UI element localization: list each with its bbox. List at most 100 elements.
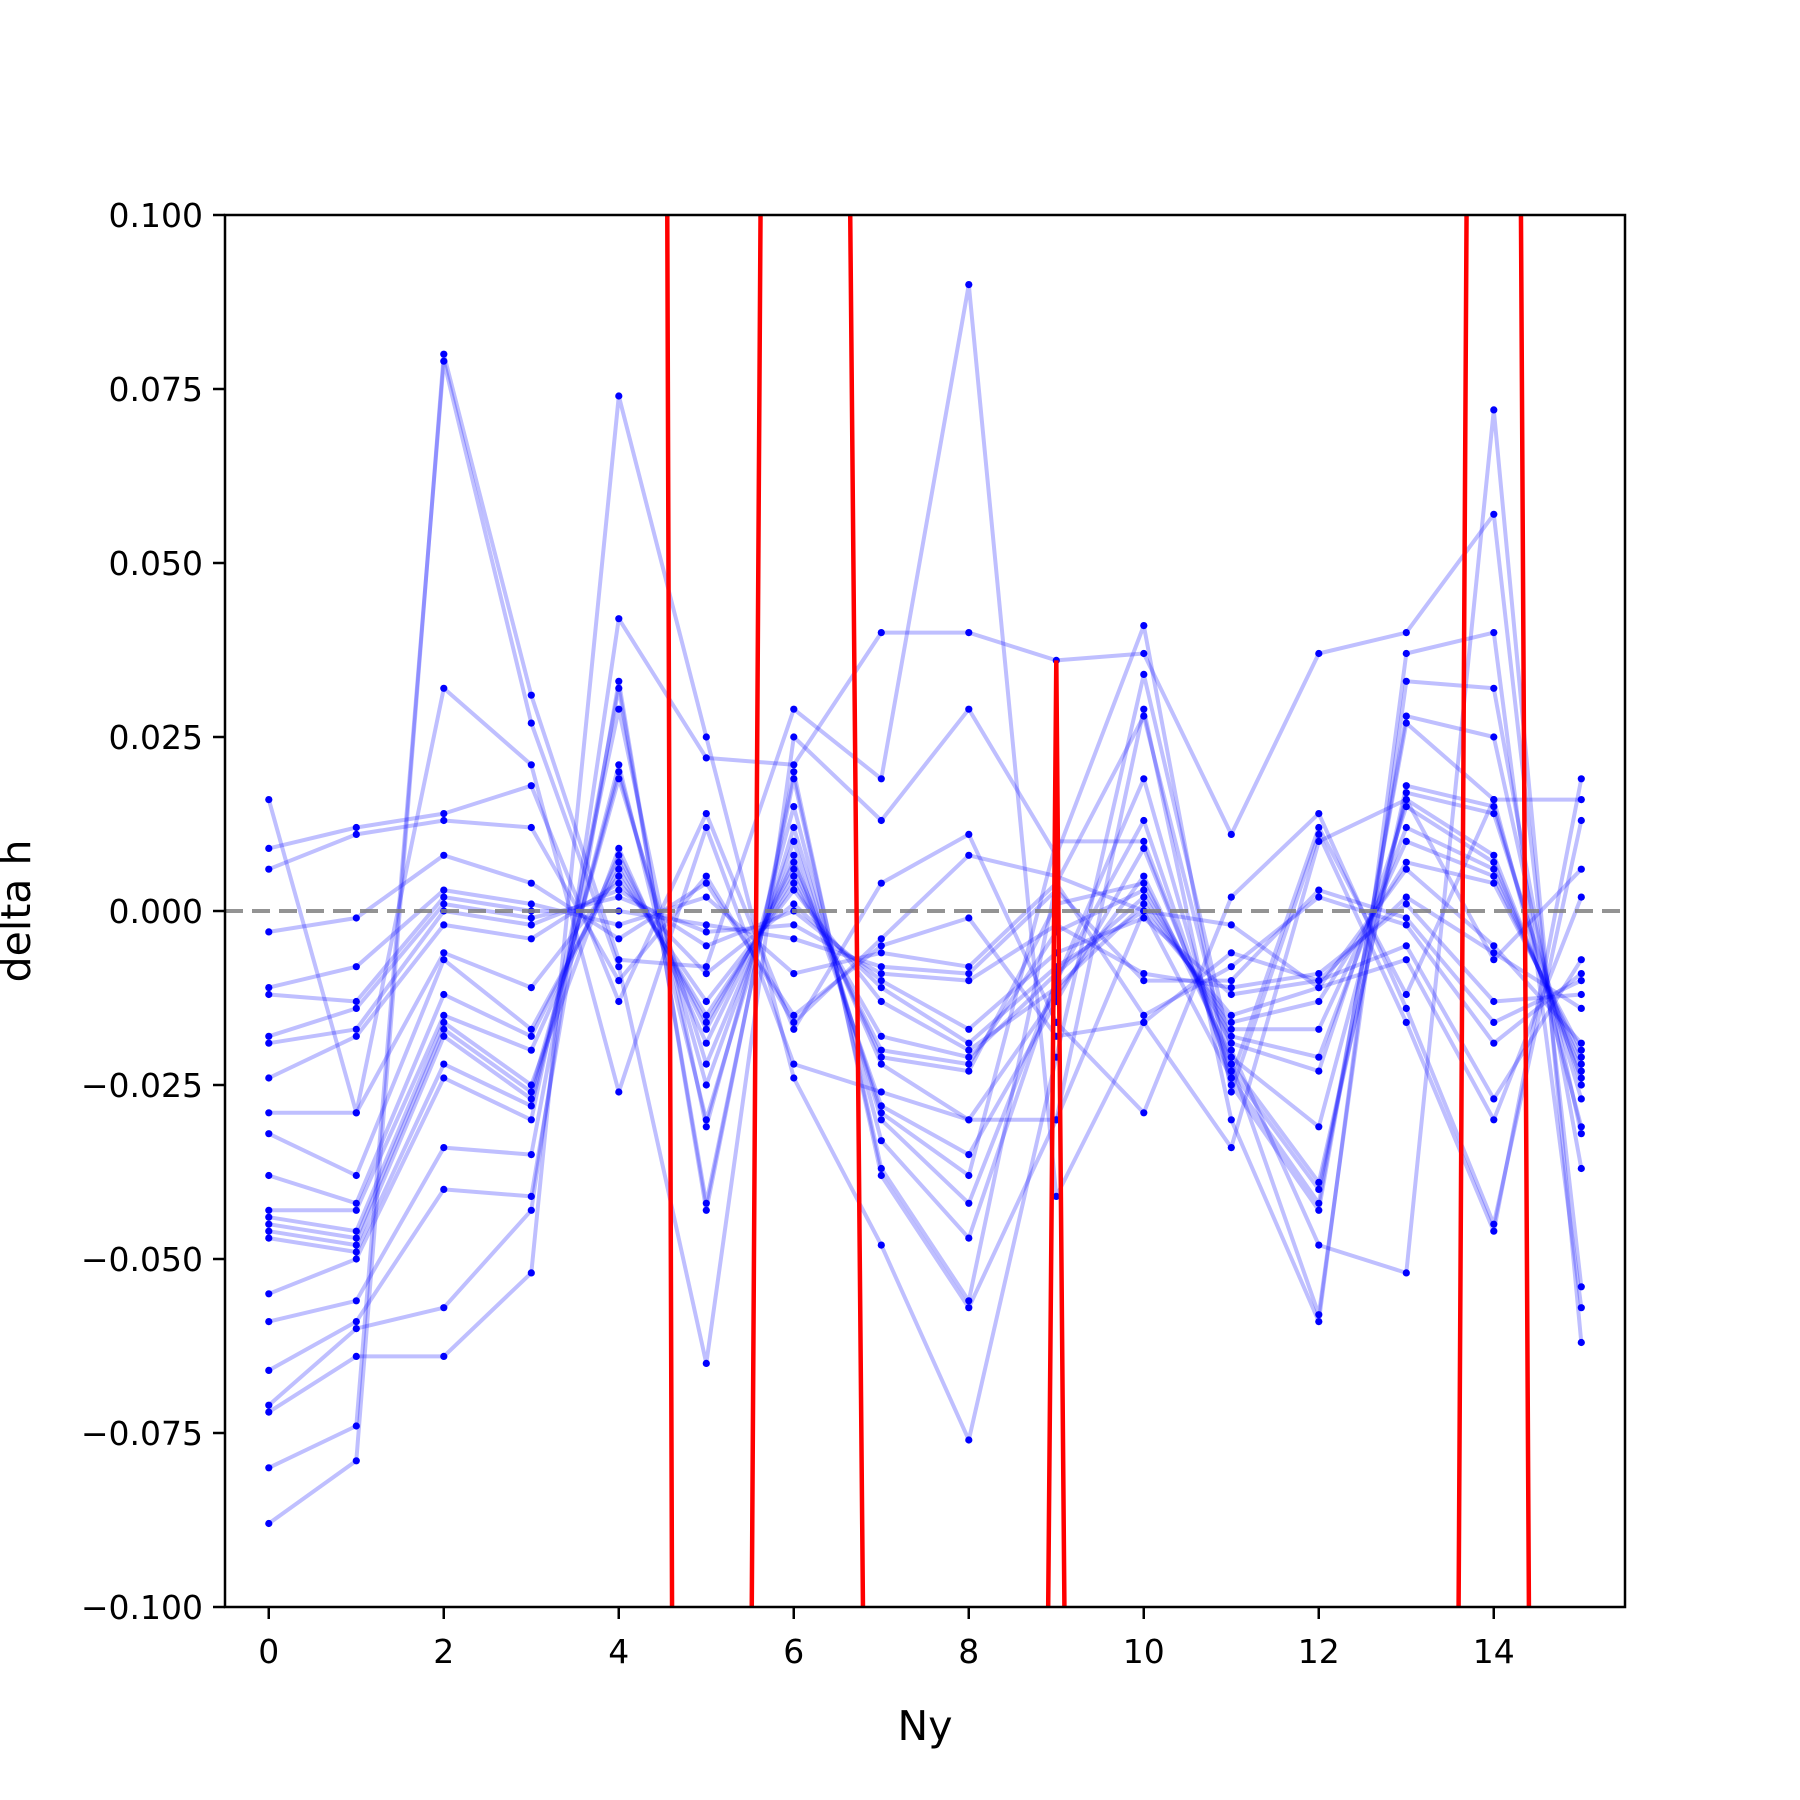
data-point [615,956,623,964]
data-point [1577,1060,1585,1068]
data-point [1315,970,1323,978]
data-point [615,963,623,971]
data-point [1140,872,1148,880]
data-point [1227,963,1235,971]
data-point [1577,1283,1585,1291]
data-point [1140,970,1148,978]
data-point [1227,893,1235,901]
data-point [965,1025,973,1033]
data-point [790,1018,798,1026]
data-point [1490,684,1498,692]
data-point [1490,997,1498,1006]
data-point [1402,712,1410,720]
data-point [1315,886,1323,894]
data-point [1577,816,1585,825]
data-point [790,837,798,846]
x-tick-label: 6 [783,1632,804,1671]
data-point [440,1011,448,1020]
data-point [352,1227,360,1235]
data-point [440,893,448,901]
data-point [1227,1060,1235,1068]
data-point [1577,1039,1585,1047]
data-point [702,1123,710,1131]
data-point [352,1206,360,1214]
data-point [352,1032,360,1040]
data-point [615,768,623,776]
data-point [965,1060,973,1068]
data-point [1402,823,1410,832]
data-point [1227,921,1235,929]
data-point [790,823,798,832]
data-point [352,1318,360,1326]
data-point [1402,921,1410,929]
data-point [527,935,535,943]
data-point [615,761,623,769]
data-point [1315,1067,1323,1075]
data-point [527,1151,535,1159]
data-point [1315,1123,1323,1131]
data-point [1490,1227,1498,1235]
data-point [352,1004,360,1013]
data-point [352,1241,360,1249]
data-point [352,1248,360,1256]
data-point [615,392,623,400]
data-point [440,350,448,358]
data-point [265,1464,273,1472]
data-point [440,949,448,957]
data-point [1315,977,1323,985]
y-tick-label: −0.100 [81,1588,203,1627]
data-point [702,823,710,832]
data-point [1577,990,1585,999]
data-point [877,1102,885,1110]
data-point [1577,1304,1585,1312]
series-line-8 [268,769,1584,1248]
data-point [265,1408,273,1416]
data-point [790,865,798,873]
data-point [265,984,273,992]
series-line-13 [267,839,1584,1178]
data-point [527,1032,535,1040]
y-tick-label: −0.075 [81,1414,203,1453]
data-point [1490,733,1498,741]
data-point [527,719,535,727]
data-point [877,1109,885,1117]
data-point [527,823,535,832]
data-point [877,942,885,950]
data-point [1402,677,1410,685]
data-point [1140,705,1148,713]
data-point [1577,1004,1585,1013]
series-line-7 [268,721,1584,1254]
x-tick-label: 4 [608,1632,629,1671]
data-point [1140,844,1148,853]
data-point [1052,1192,1060,1200]
data-point [965,977,973,985]
data-point [265,1171,273,1180]
data-point [1315,1241,1323,1249]
data-point [790,768,798,776]
data-point [790,921,798,929]
data-point [615,684,623,692]
data-point [1577,1053,1585,1061]
data-point [1402,629,1410,637]
data-point [702,1039,710,1047]
data-point [352,823,360,832]
data-point [1227,1074,1235,1082]
data-point [877,1032,885,1040]
data-point [877,1046,885,1054]
data-point [877,1053,885,1061]
data-point [440,900,448,908]
data-point [1315,1318,1323,1326]
data-point [527,900,535,908]
data-point [965,1234,973,1242]
data-point [702,1081,710,1089]
data-point [1140,886,1148,894]
data-point [1315,810,1323,818]
y-tick-label: 0.100 [109,196,203,235]
data-point [527,1088,535,1096]
data-point [1577,1046,1585,1054]
data-point [790,1011,798,1020]
data-point [1315,1053,1323,1061]
data-point [265,1290,273,1298]
data-point [1315,893,1323,901]
data-point [1315,1178,1323,1186]
